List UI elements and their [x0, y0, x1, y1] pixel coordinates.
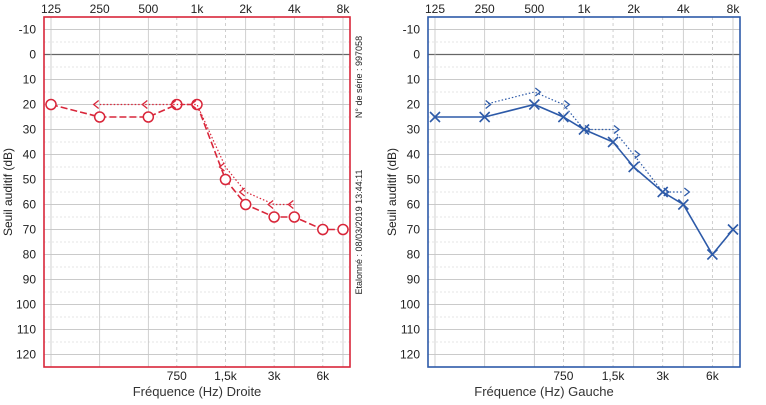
- y-tick-label: 30: [23, 123, 37, 137]
- y-tick-label: 50: [23, 173, 37, 187]
- x-tick-label-top: 8k: [727, 2, 741, 16]
- data-point-circle: [337, 223, 349, 236]
- x-tick-label-top: 1k: [191, 2, 205, 16]
- x-tick-label-top: 1k: [578, 2, 592, 16]
- data-point-bracket: [238, 187, 246, 197]
- x-tick-label-bottom: 750: [553, 369, 573, 383]
- y-tick-label: 20: [407, 98, 421, 112]
- data-point-bracket: [683, 187, 691, 197]
- x-tick-label-bottom: 1,5k: [214, 369, 238, 383]
- y-tick-label: 90: [407, 273, 421, 287]
- y-tick-label: 120: [16, 348, 36, 362]
- data-point-bracket: [534, 87, 542, 97]
- data-point-circle: [219, 173, 232, 186]
- data-point-bracket: [218, 162, 225, 172]
- x-tick-label-bottom: 750: [167, 369, 187, 383]
- data-point-bracket: [563, 99, 571, 110]
- y-tick-label: 40: [407, 148, 421, 162]
- serial-number: N° de série : 997058: [354, 36, 364, 118]
- x-tick-label-top: 500: [138, 2, 158, 16]
- y-tick-label: -10: [403, 23, 421, 37]
- y-tick-label: 80: [407, 248, 421, 262]
- series-line: [484, 91, 684, 193]
- x-tick-label-bottom: 6k: [316, 369, 330, 383]
- x-tick-label-top: 4k: [288, 2, 302, 16]
- data-point-bracket: [92, 99, 100, 110]
- data-point-circle: [191, 98, 203, 111]
- data-point-bracket: [584, 124, 592, 135]
- y-tick-label: 10: [23, 73, 37, 87]
- y-tick-label: 0: [29, 48, 36, 62]
- data-point-bracket: [267, 199, 274, 210]
- data-point-cross: [727, 223, 739, 236]
- data-point-cross: [429, 111, 441, 123]
- data-point-bracket: [141, 99, 148, 110]
- plot-frame: [43, 16, 351, 368]
- data-point-circle: [288, 211, 301, 223]
- x-tick-label-top: 4k: [677, 2, 691, 16]
- audiogram-left-ear: -10 0 10 20 30 40 50 60 70 80 90 100 110 120 125 250 500…: [385, 2, 741, 399]
- data-point-cross: [578, 123, 590, 136]
- data-point-bracket: [169, 99, 177, 110]
- y-tick-label: 100: [16, 298, 36, 312]
- x-tick-label-bottom: 3k: [268, 369, 282, 383]
- y-tick-label: 30: [407, 123, 421, 137]
- y-tick-label: 70: [407, 223, 421, 237]
- x-tick-label-bottom: 3k: [656, 369, 670, 383]
- data-point-circle: [142, 111, 155, 123]
- data-point-bracket: [189, 99, 197, 110]
- x-tick-label-top: 250: [475, 2, 495, 16]
- data-point-circle: [45, 98, 57, 111]
- y-tick-label: 0: [413, 48, 420, 62]
- x-tick-label-top: 8k: [337, 2, 351, 16]
- data-point-bracket: [613, 124, 621, 135]
- x-tick-label-bottom: 1,5k: [602, 369, 626, 383]
- y-tick-label: -10: [19, 23, 37, 37]
- y-tick-label: 70: [23, 223, 37, 237]
- y-tick-label: 80: [23, 248, 37, 262]
- y-axis-title: Seuil auditif (dB): [385, 148, 399, 236]
- calibration-date: Etalonné : 08/03/2019 13:44:11: [354, 170, 364, 295]
- y-tick-label: 100: [400, 298, 420, 312]
- y-tick-label: 40: [23, 148, 37, 162]
- audiogram-right-ear: -10 0 10 20 30 40 50 60 70 80 90 100 110 120 125 250 500…: [1, 2, 364, 399]
- data-point-cross: [479, 111, 491, 123]
- data-point-cross: [528, 98, 540, 111]
- data-point-circle: [93, 111, 106, 123]
- data-point-bracket: [634, 149, 641, 160]
- data-point-cross: [628, 161, 640, 173]
- x-tick-label-top: 125: [41, 2, 61, 16]
- data-point-cross: [677, 198, 689, 211]
- x-axis-title: Fréquence (Hz) Droite: [133, 384, 262, 399]
- y-tick-label: 110: [17, 323, 36, 337]
- x-tick-label-top: 125: [425, 2, 445, 16]
- y-tick-label: 90: [23, 273, 37, 287]
- x-tick-label-top: 500: [524, 2, 544, 16]
- y-tick-label: 10: [407, 73, 421, 87]
- data-point-bracket: [287, 199, 294, 210]
- data-point-cross: [557, 111, 569, 123]
- y-tick-label: 110: [401, 323, 420, 337]
- x-axis-title: Fréquence (Hz) Gauche: [474, 384, 613, 399]
- data-point-bracket: [663, 187, 670, 197]
- y-axis-title: Seuil auditif (dB): [1, 148, 15, 236]
- x-tick-label-top: 2k: [239, 2, 253, 16]
- data-point-circle: [268, 211, 280, 223]
- x-tick-label-bottom: 6k: [706, 369, 720, 383]
- data-point-circle: [317, 223, 329, 236]
- data-point-bracket: [485, 99, 492, 110]
- data-point-cross: [607, 136, 619, 148]
- series-line: [99, 103, 295, 206]
- y-tick-label: 60: [23, 198, 37, 212]
- y-tick-label: 20: [23, 98, 37, 112]
- data-point-circle: [239, 198, 252, 211]
- y-tick-label: 60: [407, 198, 421, 212]
- x-tick-label-top: 250: [90, 2, 110, 16]
- plot-frame: [427, 16, 741, 368]
- data-point-cross: [706, 248, 718, 261]
- x-tick-label-top: 2k: [627, 2, 641, 16]
- y-tick-label: 120: [400, 348, 420, 362]
- y-tick-label: 50: [407, 173, 421, 187]
